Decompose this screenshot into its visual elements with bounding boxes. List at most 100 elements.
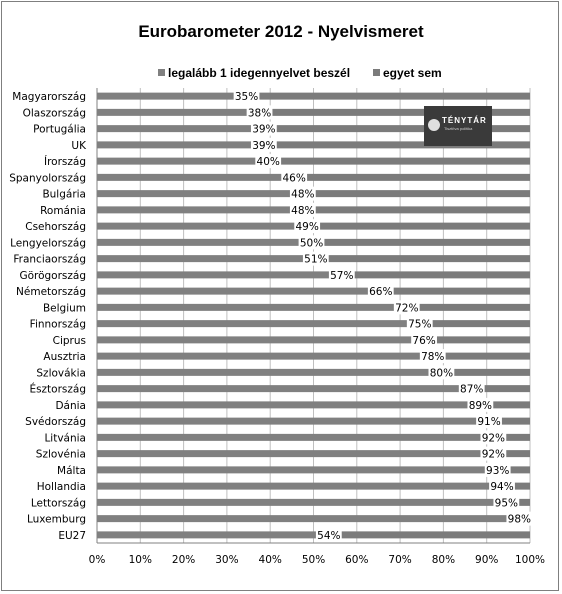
category-label: Bulgária	[42, 189, 86, 201]
bar-segment-1	[499, 466, 530, 474]
bar-segment-1	[304, 206, 530, 214]
bar-segment-0	[97, 433, 496, 441]
data-label: 39%	[252, 124, 275, 136]
data-label: 48%	[291, 205, 314, 217]
category-label: Lettország	[31, 497, 86, 509]
data-label-bg	[406, 316, 433, 331]
category-label: Németország	[16, 286, 86, 298]
bar-segment-0	[97, 141, 266, 149]
category-label: Ciprus	[53, 335, 86, 347]
data-label: 78%	[421, 351, 444, 363]
data-label-bg	[233, 89, 260, 104]
tenytar-logo: TÉNYTÁR Tisztítva politika	[424, 106, 492, 146]
x-tick-label: 20%	[172, 554, 195, 566]
data-label: 92%	[482, 449, 505, 461]
data-label-bg	[289, 202, 316, 217]
logo-subtitle: Tisztítva politika	[444, 126, 473, 131]
category-label: UK	[71, 140, 87, 152]
bar-segment-0	[97, 417, 492, 425]
category-label: Románia	[40, 205, 86, 217]
data-label: 54%	[317, 530, 340, 542]
bar-segment-1	[317, 255, 530, 263]
data-label-bg	[467, 397, 494, 412]
category-label: Észtország	[29, 383, 86, 396]
category-label: Magyarország	[12, 91, 86, 103]
data-label-bg	[328, 267, 355, 282]
data-label: 50%	[300, 237, 323, 249]
legend-swatch-0	[158, 69, 165, 76]
bar-segment-0	[97, 190, 305, 198]
bar-segment-0	[97, 222, 310, 230]
category-label: Írország	[44, 155, 86, 168]
data-label-bg	[367, 284, 394, 299]
bar-segment-0	[97, 320, 422, 328]
bar-segment-1	[443, 368, 530, 376]
data-label: 38%	[248, 107, 271, 119]
data-label: 39%	[252, 140, 275, 152]
data-label-bg	[480, 446, 507, 461]
category-label: Hollandia	[37, 481, 86, 493]
legend: legalább 1 idegennyelvet beszél egyet se…	[158, 66, 442, 80]
bar-segment-1	[382, 287, 530, 295]
bar-segment-0	[97, 157, 271, 165]
bar-segment-0	[97, 482, 505, 490]
data-label: 93%	[486, 465, 509, 477]
x-tick-label: 30%	[215, 554, 238, 566]
bar-segment-0	[97, 352, 435, 360]
data-label-bg	[484, 462, 511, 477]
x-tick-label: 90%	[475, 554, 498, 566]
x-tick-label: 100%	[515, 554, 545, 566]
category-label: Dánia	[55, 400, 86, 412]
bar-segment-0	[97, 303, 409, 311]
data-label-bg	[298, 235, 325, 250]
bar-segment-1	[473, 385, 530, 393]
bar-segment-0	[97, 125, 266, 133]
category-label: Lengyelország	[10, 237, 86, 249]
category-label: Szlovénia	[36, 449, 86, 461]
data-label-bg	[480, 430, 507, 445]
data-label-bg	[506, 511, 533, 526]
bar-segment-1	[482, 401, 530, 409]
data-label: 76%	[412, 335, 435, 347]
category-label: Csehország	[25, 221, 86, 233]
bar-segment-1	[343, 271, 530, 279]
bar-segment-0	[97, 238, 314, 246]
data-label-bg	[281, 170, 308, 185]
data-label-bg	[428, 365, 455, 380]
bar-segment-1	[265, 125, 530, 133]
bar-segment-0	[97, 401, 483, 409]
data-label: 48%	[291, 189, 314, 201]
bar-segment-0	[97, 287, 383, 295]
data-label: 87%	[460, 384, 483, 396]
category-label: Ausztria	[43, 351, 86, 363]
category-label: Görögország	[19, 270, 86, 282]
bar-segment-1	[491, 417, 530, 425]
bar-segment-1	[265, 141, 530, 149]
legend-swatch-1	[373, 69, 380, 76]
x-tick-label: 70%	[388, 554, 411, 566]
bar-segment-0	[97, 498, 509, 506]
bar-segment-0	[97, 92, 249, 100]
data-label-bg	[255, 154, 282, 169]
x-tick-label: 80%	[432, 554, 455, 566]
bar-segment-0	[97, 515, 522, 523]
logo-globe-icon	[428, 119, 440, 131]
bars	[97, 92, 531, 539]
chart-title: Eurobarometer 2012 - Nyelvismeret	[138, 22, 424, 41]
data-labels: 35%38%39%39%40%46%48%48%49%50%51%57%66%7…	[233, 89, 533, 542]
data-label-bg	[289, 186, 316, 201]
bar-segment-1	[261, 108, 530, 116]
data-label-bg	[315, 527, 342, 542]
data-label-bg	[493, 495, 520, 510]
legend-label-0: legalább 1 idegennyelvet beszél	[168, 66, 350, 80]
x-tick-label: 50%	[302, 554, 325, 566]
data-label: 75%	[408, 319, 431, 331]
bar-segment-1	[304, 190, 530, 198]
data-label-bg	[393, 300, 420, 315]
bar-segment-1	[248, 92, 531, 100]
data-label: 57%	[330, 270, 353, 282]
data-label: 94%	[490, 481, 513, 493]
x-tick-label: 40%	[259, 554, 282, 566]
bar-segment-1	[313, 238, 530, 246]
bar-segment-0	[97, 336, 427, 344]
